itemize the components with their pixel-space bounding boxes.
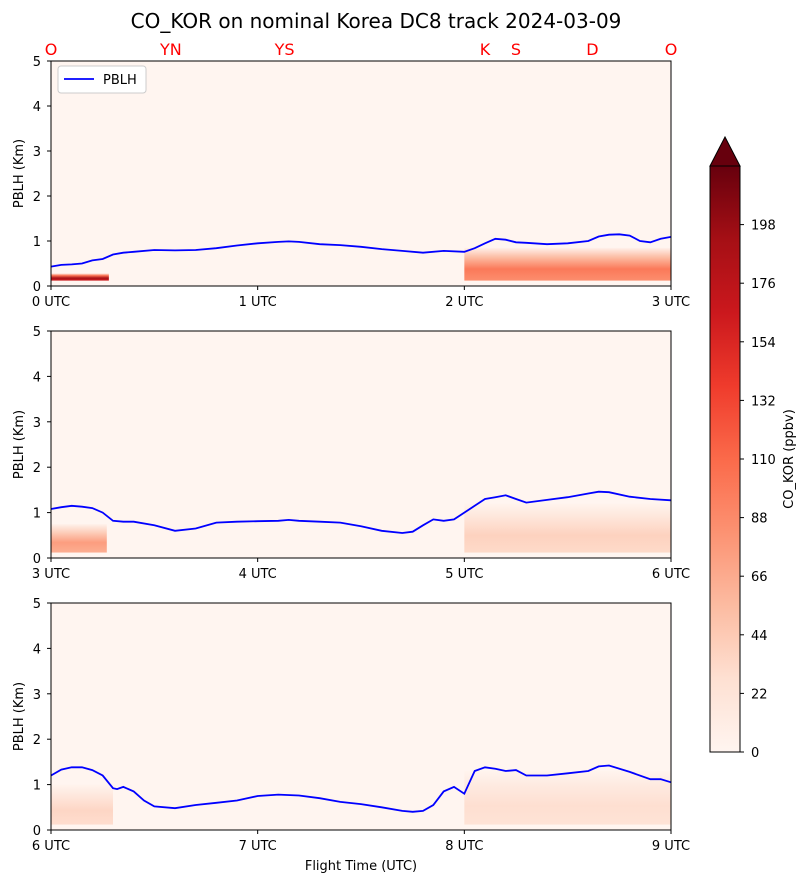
colorbar-tick-label: 176 [751, 277, 776, 292]
y-tick-label: 0 [33, 280, 41, 295]
site-labels: O YN YS K S D O [45, 40, 678, 59]
co-layer [464, 503, 671, 553]
colorbar-tick-label: 198 [751, 219, 776, 234]
x-tick-label: 7 UTC [239, 839, 277, 854]
site-label: YS [274, 40, 295, 59]
colorbar-label: CO_KOR (ppbv) [782, 409, 797, 509]
y-tick-label: 4 [33, 642, 41, 657]
x-axis-label: Flight Time (UTC) [305, 859, 417, 874]
x-tick-label: 6 UTC [32, 839, 70, 854]
y-tick-label: 4 [33, 370, 41, 385]
site-label: O [45, 40, 58, 59]
x-tick-label: 8 UTC [445, 839, 483, 854]
y-axis-label: PBLH (Km) [12, 410, 27, 479]
colorbar-tick-label: 0 [751, 746, 759, 761]
x-tick-label: 9 UTC [652, 839, 690, 854]
site-label: S [511, 40, 521, 59]
colorbar-gradient [710, 166, 740, 752]
y-tick-label: 2 [33, 461, 41, 476]
legend: PBLH [57, 65, 147, 94]
legend-label: PBLH [103, 73, 137, 88]
y-tick-label: 1 [33, 235, 41, 250]
colorbar-extend-arrow [709, 135, 741, 167]
colorbar-tick-label: 66 [751, 570, 768, 585]
y-tick-label: 4 [33, 100, 41, 115]
panel-frame [50, 60, 672, 287]
co-layer [51, 784, 113, 825]
y-tick-label: 0 [33, 824, 41, 839]
y-tick-label: 3 [33, 688, 41, 703]
co-layer [51, 273, 109, 281]
y-tick-label: 0 [33, 552, 41, 567]
co-layer [51, 523, 107, 553]
legend-box [57, 65, 147, 94]
colorbar-tick-label: 44 [751, 629, 768, 644]
y-axis-label: PBLH (Km) [12, 682, 27, 751]
x-tick-label: 4 UTC [239, 567, 277, 582]
colorbar-tick-label: 22 [751, 687, 768, 702]
y-tick-label: 3 [33, 416, 41, 431]
x-tick-label: 3 UTC [652, 295, 690, 310]
co-layer [464, 247, 671, 281]
site-label: YN [159, 40, 182, 59]
pblh-line [50, 764, 672, 813]
panel-frame [50, 330, 672, 559]
y-tick-label: 2 [33, 733, 41, 748]
pblh-line [50, 490, 672, 534]
colorbar: 0 22 44 66 88 110 132 154 176 198 CO_KOR (ppbv) [709, 135, 797, 761]
panel-frame [50, 602, 672, 831]
panel-2: 0 1 2 3 4 5 3 UTC 4 UTC 5 UTC 6 UTC PBLH (Km) [12, 325, 690, 582]
x-tick-label: 5 UTC [445, 567, 483, 582]
site-label: K [480, 40, 491, 59]
site-label: D [586, 40, 598, 59]
y-tick-label: 1 [33, 507, 41, 522]
colorbar-tick-label: 154 [751, 336, 776, 351]
y-axis-label: PBLH (Km) [12, 139, 27, 208]
colorbar-tick-label: 110 [751, 453, 776, 468]
chart-title: CO_KOR on nominal Korea DC8 track 2024-0… [131, 9, 622, 33]
colorbar-tick-label: 132 [751, 394, 776, 409]
pblh-line [50, 233, 672, 268]
colorbar-tick-label: 88 [751, 512, 768, 527]
y-tick-label: 5 [33, 55, 41, 70]
y-tick-label: 2 [33, 190, 41, 205]
y-tick-label: 1 [33, 779, 41, 794]
y-tick-label: 3 [33, 145, 41, 160]
x-tick-label: 2 UTC [445, 295, 483, 310]
y-tick-label: 5 [33, 597, 41, 612]
panel-3: 0 1 2 3 4 5 6 UTC 7 UTC 8 UTC 9 UTC PBLH (Km) [12, 597, 690, 854]
x-tick-label: 3 UTC [32, 567, 70, 582]
y-tick-label: 5 [33, 325, 41, 340]
x-tick-label: 0 UTC [32, 295, 70, 310]
site-label: O [665, 40, 678, 59]
panel-1: 0 1 2 3 4 5 0 UTC 1 UTC 2 UTC 3 UTC PBLH (Km) PBLH [12, 55, 690, 310]
x-tick-label: 6 UTC [652, 567, 690, 582]
co-layer [464, 770, 671, 825]
x-tick-label: 1 UTC [239, 295, 277, 310]
